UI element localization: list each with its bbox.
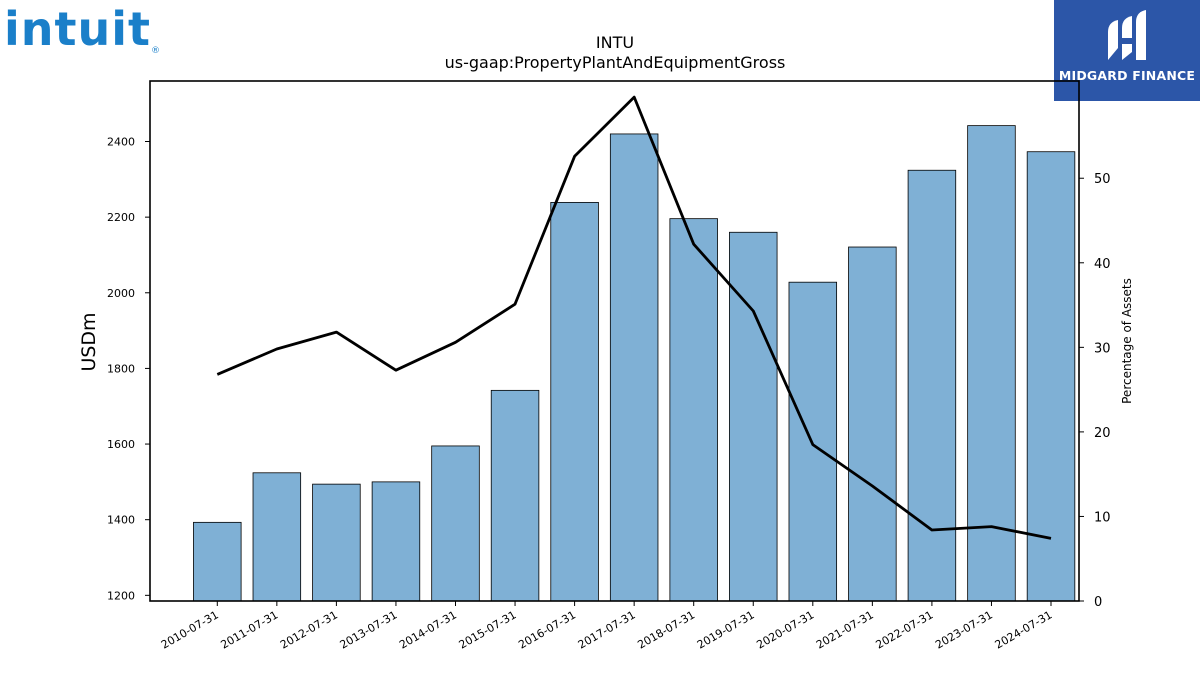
x-tick-label: 2023-07-31 bbox=[933, 608, 995, 651]
y-tick-label: 1400 bbox=[107, 514, 135, 527]
bar bbox=[550, 201, 599, 602]
y2-tick-label: 30 bbox=[1094, 341, 1111, 356]
y-tick-label: 1600 bbox=[107, 438, 135, 451]
y2-tick-label: 20 bbox=[1094, 426, 1111, 441]
bar bbox=[490, 389, 540, 602]
y-axis-right: 0 10 20 30 40 50 bbox=[1079, 172, 1111, 610]
bar bbox=[371, 481, 421, 602]
y-axis-label: USDm bbox=[78, 312, 100, 371]
bar bbox=[729, 231, 778, 602]
x-tick-label: 2011-07-31 bbox=[218, 608, 280, 651]
y2-tick-label: 40 bbox=[1094, 257, 1111, 272]
line-series bbox=[216, 95, 1052, 540]
bar bbox=[848, 246, 897, 602]
percentage-line bbox=[216, 95, 1052, 540]
x-tick-label: 2015-07-31 bbox=[457, 608, 519, 651]
y2-tick-label: 10 bbox=[1094, 510, 1111, 525]
y-tick-label: 1200 bbox=[107, 589, 135, 602]
x-tick-label: 2019-07-31 bbox=[695, 608, 757, 651]
chart-title: INTU bbox=[596, 33, 634, 52]
bar bbox=[193, 521, 242, 602]
y-axis-left: 1200 1400 1600 1800 2000 2200 2400 bbox=[107, 136, 150, 602]
y2-axis-label: Percentage of Assets bbox=[1120, 278, 1134, 404]
x-tick-label: 2021-07-31 bbox=[814, 608, 876, 651]
y-tick-label: 2000 bbox=[107, 287, 135, 300]
bar bbox=[609, 133, 659, 602]
x-tick-label: 2010-07-31 bbox=[159, 608, 221, 651]
bar bbox=[1026, 151, 1076, 602]
midgard-emblem-icon bbox=[1108, 10, 1146, 60]
bar bbox=[431, 445, 480, 602]
plot-frame bbox=[149, 80, 1080, 602]
x-tick-label: 2016-07-31 bbox=[516, 608, 578, 651]
y-tick-label: 1800 bbox=[107, 362, 135, 375]
x-tick-label: 2022-07-31 bbox=[874, 608, 936, 651]
chart-subtitle: us-gaap:PropertyPlantAndEquipmentGross bbox=[445, 53, 786, 72]
y-tick-label: 2400 bbox=[107, 136, 135, 149]
bar bbox=[312, 483, 361, 602]
x-tick-label: 2013-07-31 bbox=[338, 608, 400, 651]
y2-tick-label: 0 bbox=[1094, 595, 1102, 610]
bar bbox=[967, 125, 1016, 602]
x-tick-label: 2020-07-31 bbox=[754, 608, 816, 651]
x-tick-label: 2018-07-31 bbox=[635, 608, 697, 651]
x-tick-label: 2012-07-31 bbox=[278, 608, 340, 651]
y-tick-label: 2200 bbox=[107, 211, 135, 224]
x-axis: 2010-07-312011-07-312012-07-312013-07-31… bbox=[159, 601, 1055, 652]
bar bbox=[669, 218, 718, 602]
intuit-logo: intuit® bbox=[4, 2, 162, 56]
bar bbox=[907, 169, 957, 602]
midgard-finance-wordmark: MIDGARD FINANCE bbox=[1058, 68, 1196, 83]
x-tick-label: 2014-07-31 bbox=[397, 608, 459, 651]
x-tick-label: 2024-07-31 bbox=[993, 608, 1055, 651]
y2-tick-label: 50 bbox=[1094, 172, 1111, 187]
x-tick-label: 2017-07-31 bbox=[576, 608, 638, 651]
bar bbox=[252, 472, 302, 602]
